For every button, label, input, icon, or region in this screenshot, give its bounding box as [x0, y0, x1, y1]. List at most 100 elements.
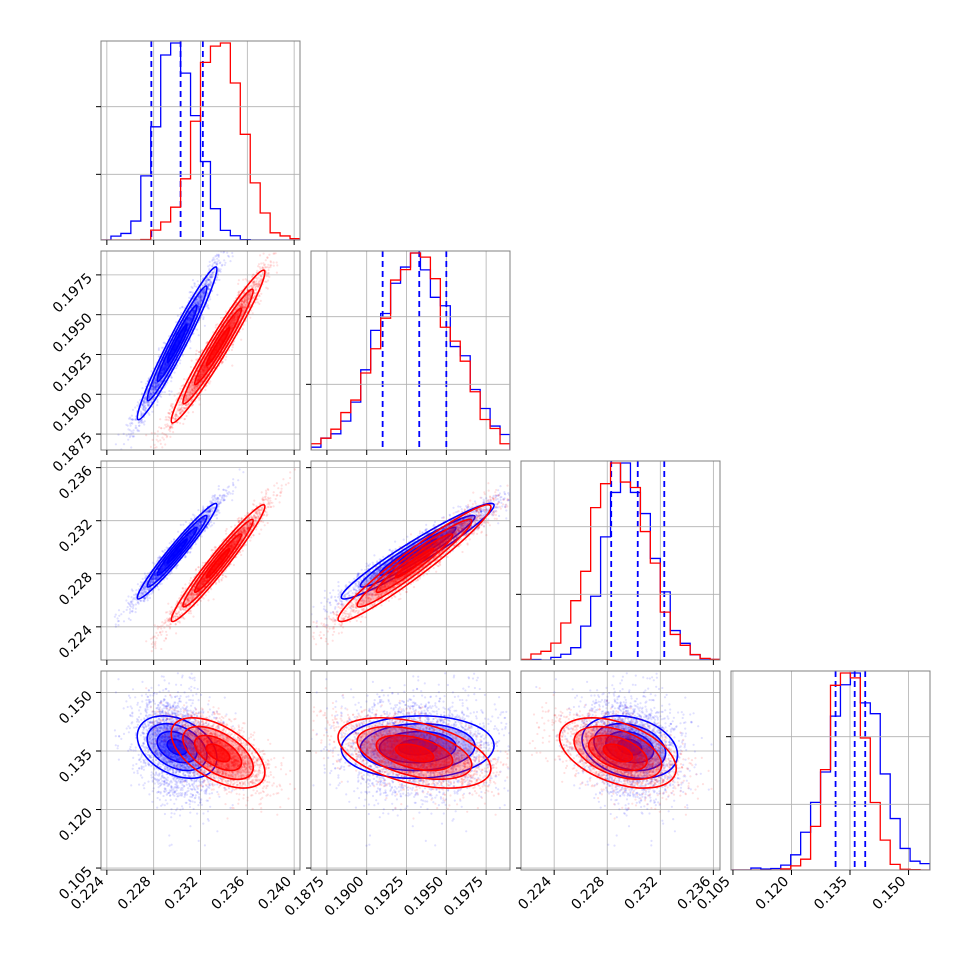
sample-point — [232, 242, 234, 244]
sample-point — [231, 255, 234, 258]
sample-point — [196, 298, 199, 301]
sample-point — [146, 404, 149, 407]
sample-point — [156, 435, 159, 438]
sample-point — [179, 422, 182, 425]
sample-point — [265, 280, 268, 283]
sample-point — [150, 394, 153, 397]
sample-point — [216, 293, 219, 296]
sample-point — [228, 247, 230, 249]
sample-point — [128, 436, 131, 439]
sample-point — [114, 443, 117, 446]
sample-point — [157, 347, 160, 350]
sample-point — [214, 326, 217, 329]
sample-point — [114, 457, 116, 459]
sample-point — [208, 276, 212, 279]
sample-point — [145, 400, 148, 403]
sample-point — [192, 303, 195, 306]
sample-point — [191, 411, 195, 414]
sample-point — [190, 285, 193, 288]
sample-point — [216, 278, 219, 281]
sample-point — [156, 404, 159, 407]
sample-point — [163, 370, 166, 373]
sample-point — [159, 376, 162, 379]
sample-point — [151, 405, 154, 408]
sample-point — [197, 305, 200, 308]
sample-point — [207, 283, 210, 286]
sample-point — [207, 284, 210, 287]
sample-point — [160, 372, 163, 375]
sample-point — [207, 265, 210, 268]
sample-point — [151, 474, 153, 476]
sample-point — [154, 385, 157, 388]
sample-point — [150, 370, 153, 373]
sample-point — [163, 391, 166, 394]
sample-point — [127, 428, 130, 431]
sample-point — [182, 422, 185, 425]
sample-point — [198, 403, 201, 406]
sample-point — [240, 338, 243, 341]
sample-point — [282, 244, 284, 246]
sample-point — [166, 423, 169, 426]
sample-point — [129, 416, 132, 419]
sample-point — [223, 263, 226, 267]
sample-point — [144, 402, 147, 405]
sample-point — [232, 225, 234, 227]
sample-point — [196, 280, 199, 283]
sample-point — [152, 457, 154, 459]
sample-point — [269, 260, 272, 263]
sample-point — [197, 305, 200, 308]
sample-point — [155, 438, 158, 441]
sample-point — [226, 251, 229, 254]
sample-point — [162, 367, 165, 370]
sample-point — [217, 273, 220, 276]
sample-point — [186, 320, 189, 323]
sample-point — [151, 385, 154, 388]
sample-point — [279, 240, 281, 242]
sample-point — [162, 438, 165, 441]
sample-point — [202, 290, 205, 293]
sample-point — [256, 301, 259, 304]
sample-point — [163, 367, 166, 371]
sample-point — [263, 264, 266, 267]
sample-point — [159, 442, 162, 445]
sample-point — [208, 281, 211, 284]
sample-point — [237, 291, 240, 294]
sample-point — [142, 401, 145, 404]
sample-point — [138, 429, 141, 432]
sample-point — [168, 389, 171, 393]
sample-point — [158, 426, 161, 429]
sample-point — [151, 388, 154, 391]
sample-point — [164, 360, 167, 363]
sample-point — [118, 451, 120, 453]
sample-point — [165, 363, 168, 366]
sample-point — [272, 261, 275, 264]
sample-point — [205, 294, 208, 297]
sample-point — [209, 273, 213, 276]
sample-point — [259, 299, 262, 302]
sample-point — [256, 269, 259, 272]
sample-point — [183, 378, 186, 381]
sample-point — [143, 423, 146, 426]
sample-point — [151, 410, 154, 413]
sample-point — [162, 341, 165, 344]
sample-point — [184, 321, 187, 324]
sample-point — [152, 391, 155, 394]
sample-point — [167, 362, 170, 365]
sample-point — [197, 302, 200, 305]
sample-point — [117, 433, 120, 436]
sample-point — [158, 394, 161, 397]
sample-point — [126, 424, 129, 427]
sample-point — [189, 315, 192, 318]
sample-point — [227, 254, 230, 257]
sample-point — [242, 278, 245, 281]
sample-point — [258, 266, 261, 269]
sample-point — [202, 317, 205, 321]
sample-point — [276, 264, 279, 267]
sample-point — [237, 232, 239, 234]
sample-point — [201, 290, 204, 293]
sample-point — [131, 418, 134, 421]
sample-point — [260, 262, 263, 265]
sample-point — [198, 350, 201, 354]
sample-point — [154, 458, 156, 460]
